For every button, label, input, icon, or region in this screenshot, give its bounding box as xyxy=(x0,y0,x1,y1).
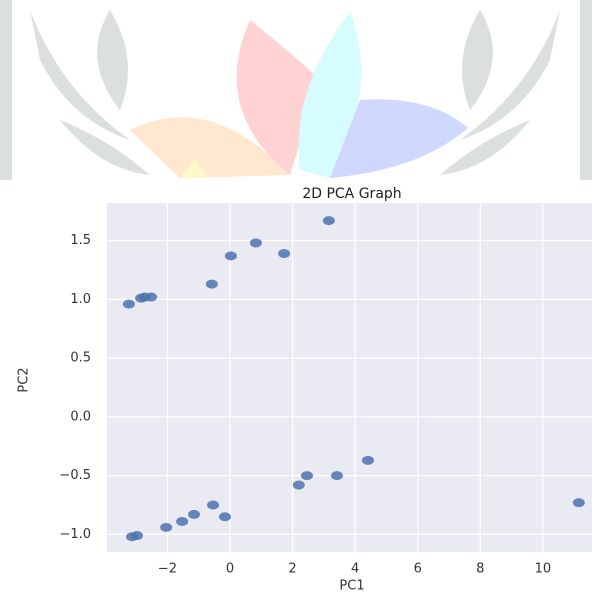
point xyxy=(123,300,135,309)
x-tick-label: 0 xyxy=(226,562,234,577)
x-tick-label: 6 xyxy=(414,562,422,577)
x-tick-label: 2 xyxy=(288,562,296,577)
page: 2D PCA Graph PC1 PC2 −2 0 2 4 6 8 10 −1.0 −0.5 0.… xyxy=(0,0,592,595)
x-tick-label: 8 xyxy=(476,562,484,577)
point xyxy=(331,471,343,480)
point xyxy=(176,517,188,526)
logo xyxy=(130,12,468,178)
point xyxy=(362,456,374,465)
point xyxy=(301,471,313,480)
chart-title: 2D PCA Graph xyxy=(302,186,401,202)
y-tick-label: −1.0 xyxy=(59,527,91,542)
point xyxy=(278,249,290,258)
point xyxy=(188,510,200,519)
point xyxy=(131,531,143,540)
point xyxy=(160,523,172,532)
x-tick-label: 10 xyxy=(535,562,552,577)
point xyxy=(145,293,157,302)
y-tick-label: 0.0 xyxy=(70,409,91,424)
point xyxy=(206,280,218,289)
x-tick-label: −2 xyxy=(158,562,177,577)
point xyxy=(207,500,219,509)
point xyxy=(573,498,585,507)
x-tick-label: 4 xyxy=(351,562,359,577)
point xyxy=(323,216,335,225)
y-tick-label: −0.5 xyxy=(59,468,91,483)
y-tick-label: 1.5 xyxy=(70,233,91,248)
y-tick-label: 0.5 xyxy=(70,351,91,366)
y-axis-label: PC2 xyxy=(17,367,32,392)
plot-area xyxy=(107,203,592,552)
point xyxy=(293,481,305,490)
point xyxy=(225,251,237,260)
point xyxy=(219,512,231,521)
point xyxy=(250,238,262,247)
y-tick-label: 1.0 xyxy=(70,292,91,307)
x-axis-label: PC1 xyxy=(339,579,364,594)
